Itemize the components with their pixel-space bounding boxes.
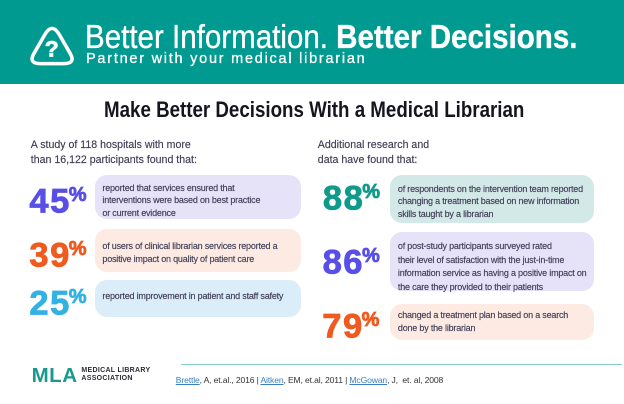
svg-text:?: ? — [45, 37, 59, 62]
